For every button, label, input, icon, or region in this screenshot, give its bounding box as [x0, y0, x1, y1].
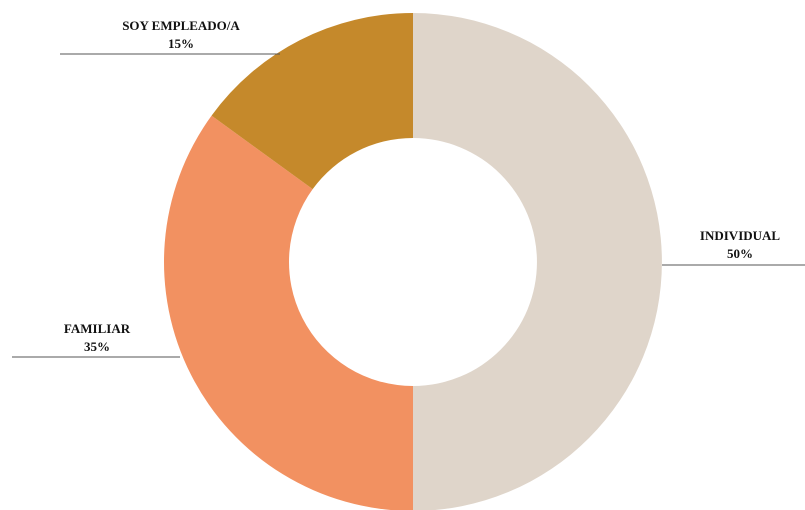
slice-value-individual: 50%: [727, 246, 753, 261]
donut-slice-individual: [413, 13, 662, 510]
slice-value-familiar: 35%: [84, 339, 110, 354]
slice-value-soy-empleado: 15%: [168, 36, 194, 51]
slice-label-familiar: FAMILIAR: [64, 321, 131, 336]
slice-label-individual: INDIVIDUAL: [700, 228, 781, 243]
donut-slices: [163, 13, 662, 510]
donut-slice-familiar: [163, 115, 413, 510]
slice-label-soy-empleado: SOY EMPLEADO/A: [122, 18, 240, 33]
donut-slice-soy-empleado-a: [211, 13, 413, 190]
